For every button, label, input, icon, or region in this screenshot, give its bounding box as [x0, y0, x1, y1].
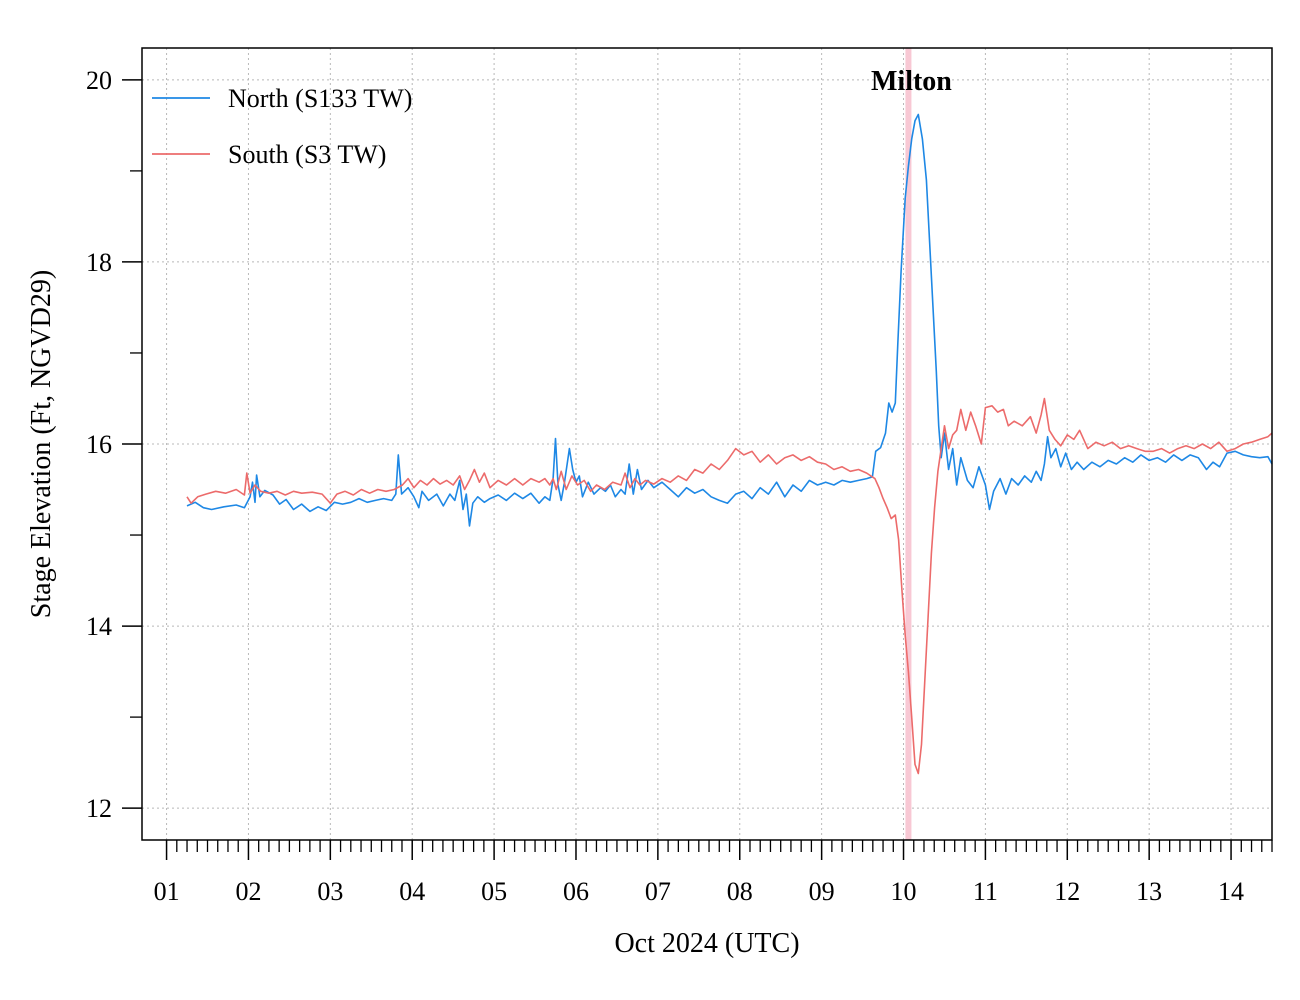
series-line-north — [186, 113, 1273, 527]
x-axis: 01 02 03 04 05 06 07 08 09 10 11 12 13 14 — [154, 840, 1273, 906]
series-line-south — [186, 397, 1273, 775]
x-tick-label: 13 — [1136, 877, 1162, 906]
x-tick-label: 02 — [235, 877, 261, 906]
legend: North (S133 TW) South (S3 TW) — [152, 84, 412, 169]
y-tick-label: 14 — [86, 612, 112, 641]
x-tick-label: 14 — [1218, 877, 1244, 906]
legend-label: South (S3 TW) — [228, 140, 386, 169]
y-tick-label: 20 — [86, 66, 112, 95]
x-axis-title: Oct 2024 (UTC) — [614, 928, 799, 959]
x-tick-label: 08 — [727, 877, 753, 906]
x-tick-label: 09 — [809, 877, 835, 906]
y-axis: 12 14 16 18 20 — [86, 66, 142, 823]
x-tick-label: 07 — [645, 877, 671, 906]
y-tick-label: 12 — [86, 794, 112, 823]
storm-annotation: Milton — [871, 48, 952, 840]
milton-label: Milton — [871, 66, 952, 97]
y-tick-label: 16 — [86, 430, 112, 459]
x-tick-label: 06 — [563, 877, 589, 906]
x-tick-label: 01 — [154, 877, 180, 906]
y-tick-label: 18 — [86, 248, 112, 277]
series-lines — [186, 113, 1273, 775]
milton-band — [905, 48, 912, 840]
x-tick-label: 10 — [891, 877, 917, 906]
grid-lines — [142, 48, 1272, 840]
x-tick-label: 11 — [973, 877, 998, 906]
x-tick-label: 03 — [317, 877, 343, 906]
x-tick-label: 04 — [399, 877, 425, 906]
legend-label: North (S133 TW) — [228, 84, 412, 113]
x-tick-label: 05 — [481, 877, 507, 906]
y-axis-title: Stage Elevation (Ft, NGVD29) — [26, 270, 57, 618]
x-tick-label: 12 — [1054, 877, 1080, 906]
